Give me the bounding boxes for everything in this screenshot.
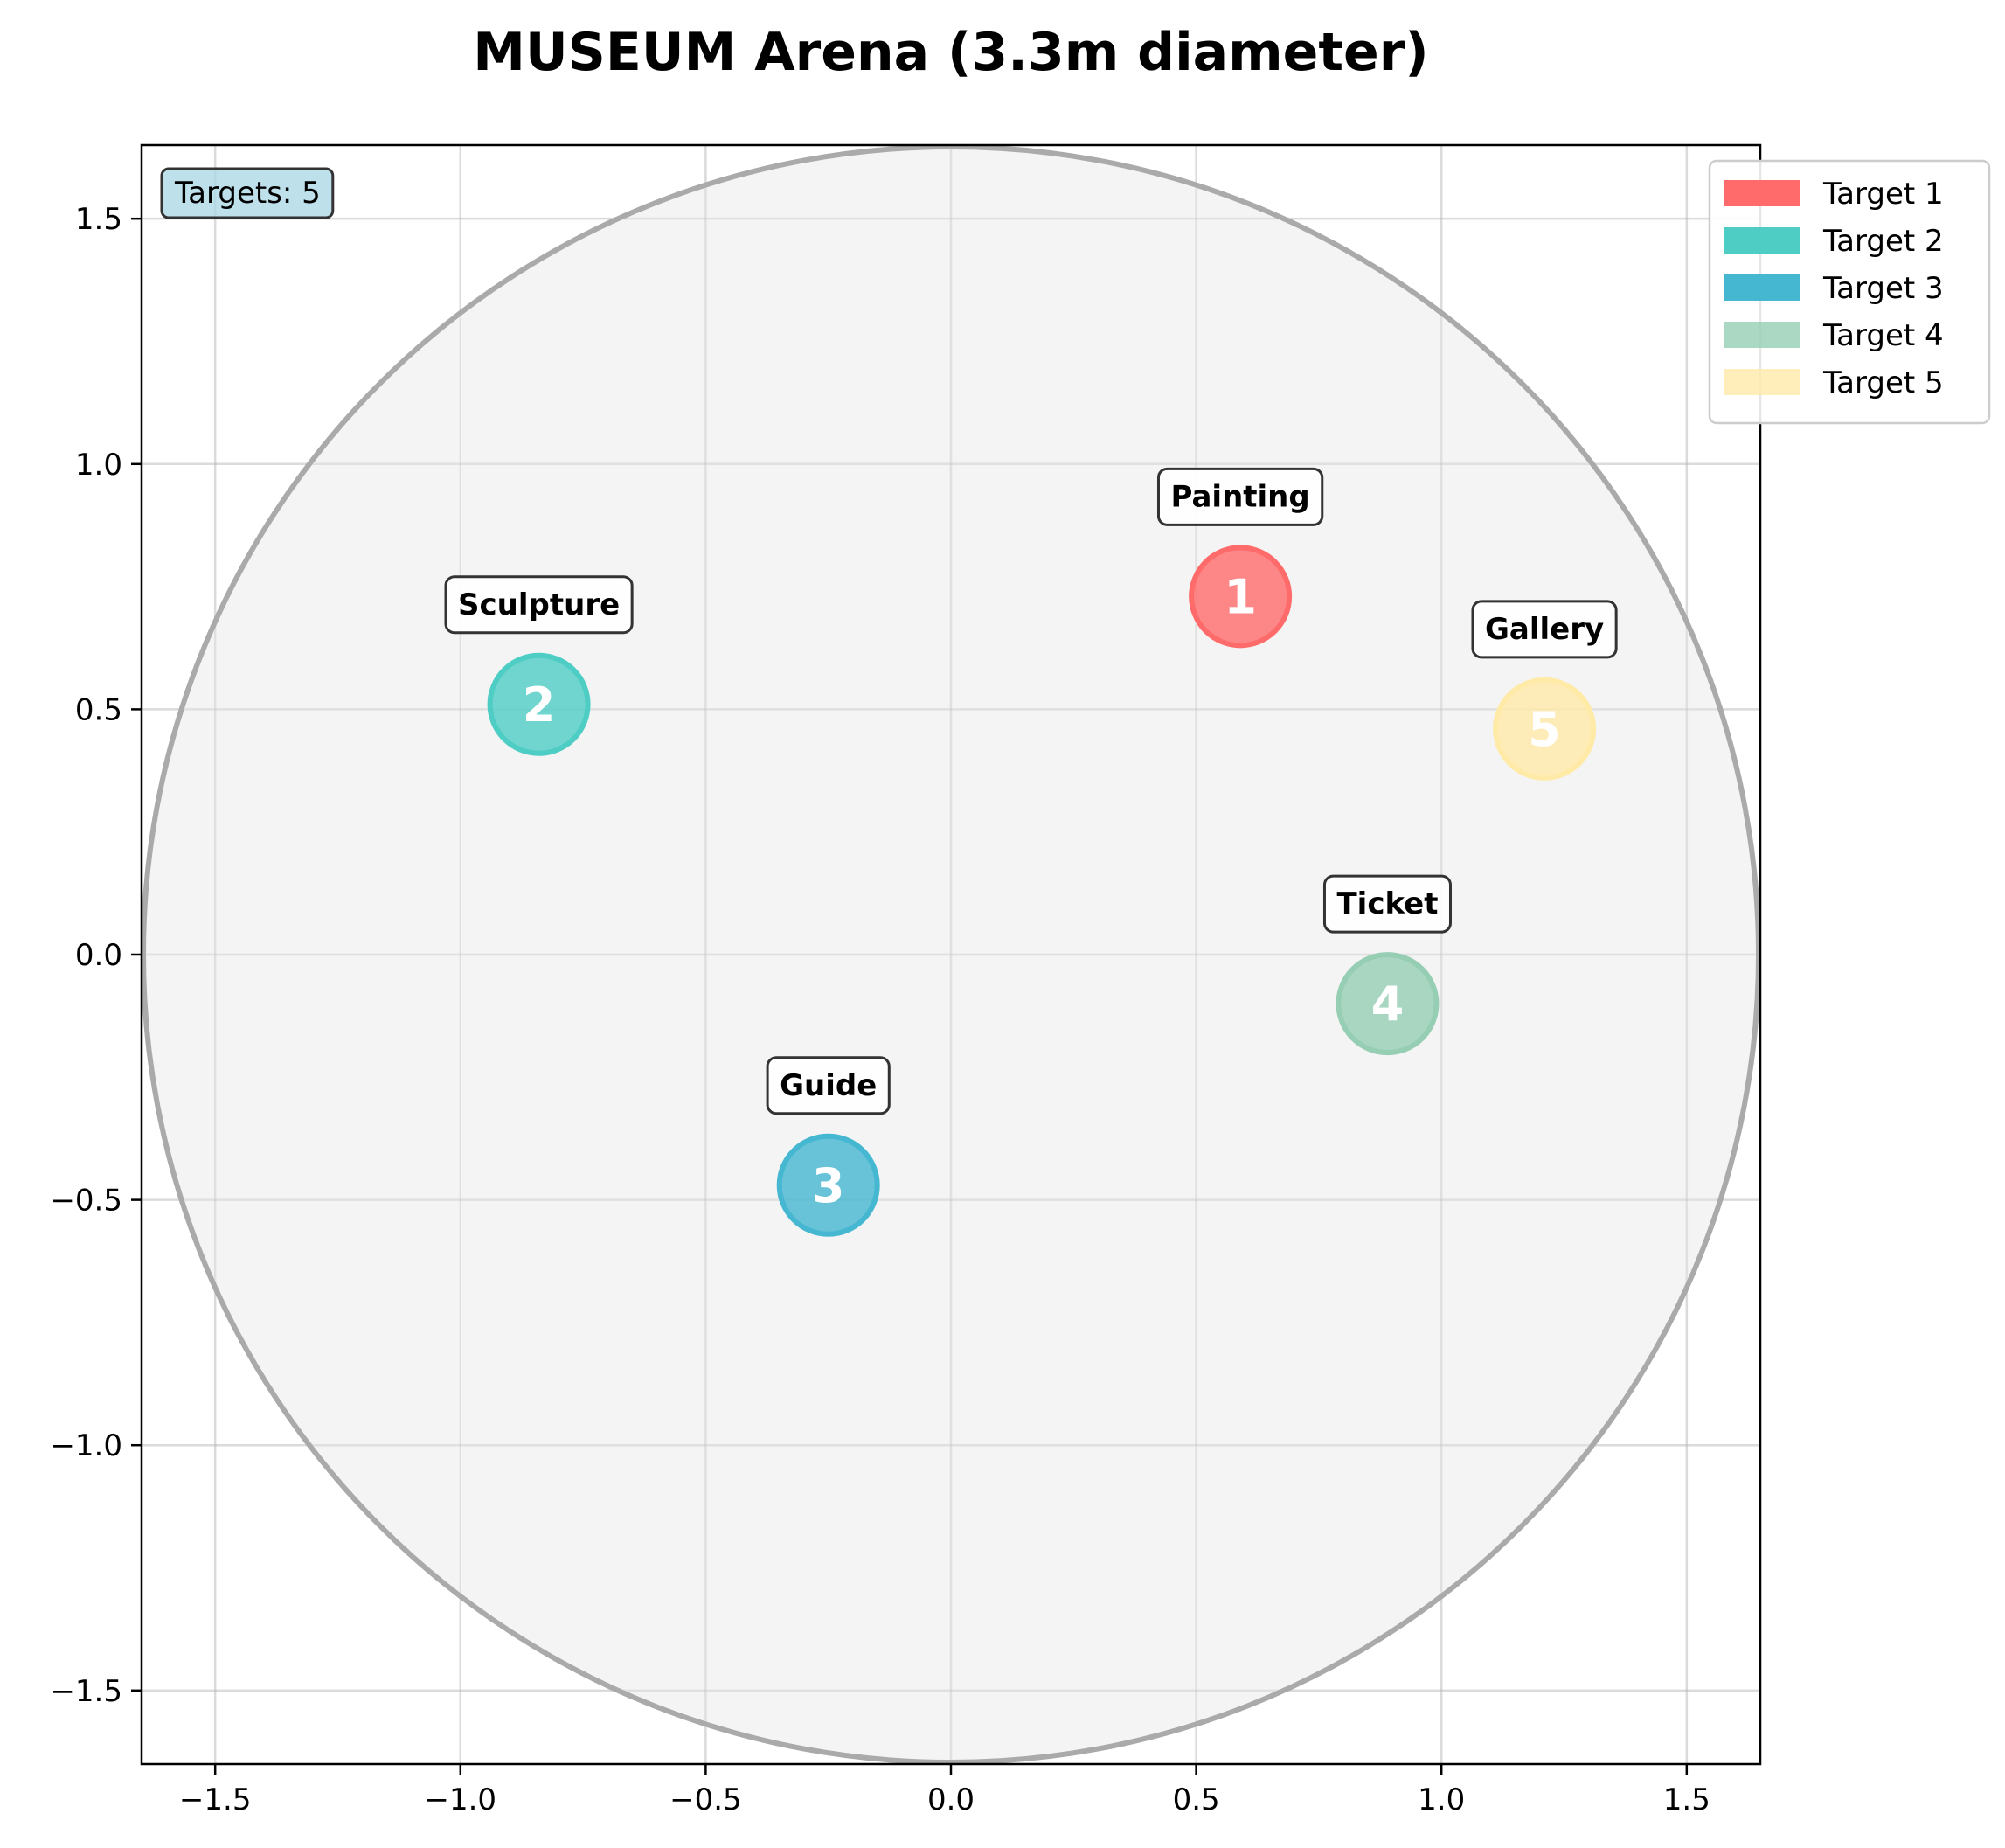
- y-tick-label: 0.0: [75, 938, 122, 973]
- target-count-box: Targets: 5: [160, 167, 335, 219]
- chart-title: MUSEUM Arena (3.3m diameter): [473, 22, 1428, 83]
- arena-boundary: [141, 144, 1761, 1765]
- target-number: 3: [812, 1158, 845, 1213]
- target-label-box: [444, 575, 634, 635]
- target-marker: [487, 652, 591, 756]
- legend-frame: [1708, 159, 1991, 425]
- points-layer: 1 Painting 2 Sculpture 3 Guide 4 Ticket 5 Gallery: [444, 467, 1618, 1237]
- target-label: Painting: [1170, 479, 1309, 514]
- arena-fill: [142, 145, 1760, 1764]
- x-tick-label: −0.5: [669, 1782, 742, 1817]
- legend: Target 1 Target 2 Target 3 Target 4 Target 5: [1708, 159, 1991, 425]
- target-label: Guide: [780, 1068, 877, 1103]
- target-label-box: [1322, 874, 1452, 934]
- y-tick-label: −1.0: [50, 1428, 122, 1463]
- target-1: 1 Painting: [1156, 467, 1324, 649]
- x-tick-label: −1.5: [179, 1782, 252, 1817]
- target-3: 3 Guide: [766, 1056, 891, 1237]
- target-label: Gallery: [1485, 612, 1604, 647]
- legend-swatch: [1724, 322, 1800, 348]
- target-label: Sculpture: [458, 587, 620, 622]
- target-5: 5 Gallery: [1471, 600, 1618, 781]
- legend-label: Target 3: [1822, 271, 1944, 306]
- arena-layer: [141, 144, 1761, 1765]
- legend-swatch: [1724, 227, 1800, 254]
- legend-label: Target 2: [1822, 224, 1944, 259]
- legend-swatch: [1724, 274, 1800, 301]
- x-tick-label: 1.0: [1418, 1782, 1465, 1817]
- legend-swatch: [1724, 180, 1800, 206]
- target-label-box: [1156, 467, 1324, 526]
- x-tick-label: 1.5: [1663, 1782, 1710, 1817]
- target-2: 2 Sculpture: [444, 575, 634, 756]
- target-count-background: [160, 167, 335, 219]
- legend-label: Target 5: [1822, 365, 1944, 400]
- y-tick-label: −0.5: [50, 1184, 122, 1219]
- y-tick-label: 0.5: [75, 692, 122, 727]
- target-number: 5: [1528, 702, 1561, 757]
- y-tick-label: 1.5: [75, 202, 122, 237]
- x-tick-label: −1.0: [425, 1782, 497, 1817]
- target-marker: [1336, 952, 1440, 1056]
- y-tick-label: 1.0: [75, 448, 122, 483]
- target-number: 2: [523, 677, 556, 733]
- target-marker: [776, 1133, 880, 1237]
- y-tick-label: −1.5: [50, 1674, 122, 1709]
- target-count-label: Targets: 5: [174, 176, 321, 211]
- target-label-box: [766, 1056, 891, 1115]
- legend-swatch: [1724, 369, 1800, 395]
- x-tick-label: 0.0: [927, 1782, 975, 1817]
- legend-label: Target 4: [1822, 318, 1944, 353]
- target-marker: [1189, 545, 1293, 649]
- target-4: 4 Ticket: [1322, 874, 1452, 1056]
- axes-layer: −1.5 −1.0 −0.5 0.0 0.5 1.0 1.5 −1.5 −1.0 −0.5 0.0 0…: [50, 143, 1762, 1817]
- target-label-box: [1471, 600, 1618, 659]
- target-marker: [1493, 677, 1597, 781]
- target-number: 4: [1371, 976, 1405, 1032]
- target-label: Ticket: [1336, 886, 1438, 921]
- legend-label: Target 1: [1822, 177, 1944, 212]
- x-tick-label: 0.5: [1173, 1782, 1220, 1817]
- target-number: 1: [1224, 569, 1257, 624]
